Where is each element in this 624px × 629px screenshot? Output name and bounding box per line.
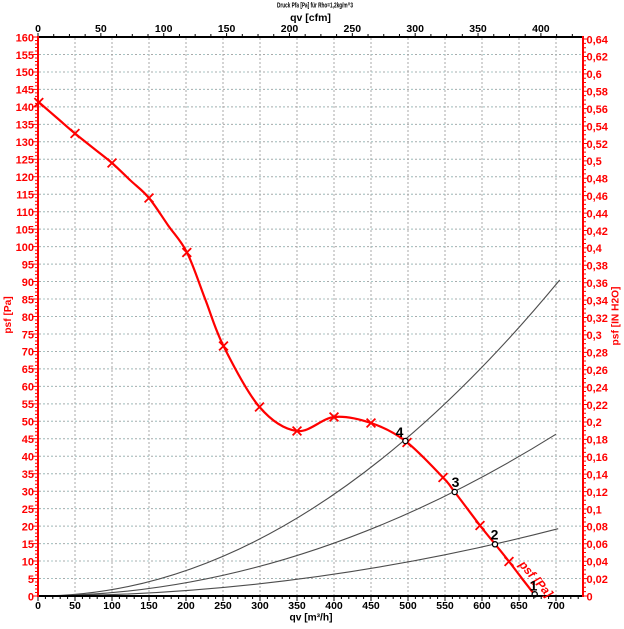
svg-text:50: 50: [22, 417, 34, 429]
svg-text:50: 50: [69, 600, 81, 612]
svg-text:115: 115: [16, 190, 34, 202]
svg-text:10: 10: [22, 556, 34, 568]
svg-text:145: 145: [16, 85, 34, 97]
svg-text:600: 600: [473, 600, 491, 612]
svg-text:5: 5: [28, 574, 34, 586]
svg-text:0,22: 0,22: [587, 400, 608, 412]
svg-text:0: 0: [587, 591, 593, 603]
svg-text:40: 40: [22, 452, 34, 464]
svg-text:350: 350: [288, 600, 306, 612]
svg-text:55: 55: [22, 399, 34, 411]
svg-text:130: 130: [16, 137, 34, 149]
svg-text:0,54: 0,54: [587, 121, 609, 133]
svg-text:150: 150: [16, 67, 34, 79]
svg-text:90: 90: [22, 277, 34, 289]
svg-text:0,26: 0,26: [587, 365, 608, 377]
svg-text:75: 75: [22, 329, 34, 341]
svg-text:200: 200: [281, 23, 299, 35]
svg-text:0: 0: [28, 591, 34, 603]
svg-text:650: 650: [510, 600, 528, 612]
svg-text:250: 250: [344, 23, 362, 35]
svg-text:0,52: 0,52: [587, 139, 608, 151]
svg-text:0,14: 0,14: [587, 470, 609, 482]
svg-text:110: 110: [16, 207, 34, 219]
svg-text:0,36: 0,36: [587, 278, 608, 290]
svg-text:0,56: 0,56: [587, 104, 608, 116]
svg-text:50: 50: [95, 23, 107, 35]
svg-text:0,5: 0,5: [587, 156, 602, 168]
svg-text:0,16: 0,16: [587, 452, 608, 464]
svg-text:25: 25: [22, 504, 34, 516]
svg-text:psf [IN H2O]: psf [IN H2O]: [611, 287, 622, 346]
svg-text:45: 45: [22, 434, 34, 446]
svg-text:0,04: 0,04: [587, 557, 609, 569]
svg-text:3: 3: [452, 474, 460, 490]
svg-text:300: 300: [406, 23, 424, 35]
svg-text:160: 160: [16, 32, 34, 44]
svg-text:20: 20: [22, 521, 34, 533]
svg-text:35: 35: [22, 469, 34, 481]
svg-text:150: 150: [140, 600, 158, 612]
svg-text:105: 105: [16, 225, 34, 237]
svg-text:qv [m³/h]: qv [m³/h]: [289, 613, 332, 624]
svg-text:psf [Pa]: psf [Pa]: [3, 296, 14, 333]
svg-text:550: 550: [436, 600, 454, 612]
svg-text:100: 100: [16, 242, 34, 254]
svg-text:0,02: 0,02: [587, 574, 608, 586]
svg-text:80: 80: [22, 312, 34, 324]
svg-text:0,38: 0,38: [587, 261, 608, 273]
svg-text:140: 140: [16, 102, 34, 114]
svg-text:0,1: 0,1: [587, 504, 602, 516]
svg-text:0,64: 0,64: [587, 34, 609, 46]
svg-text:0,2: 0,2: [587, 417, 602, 429]
svg-text:30: 30: [22, 487, 34, 499]
svg-text:0,28: 0,28: [587, 348, 608, 360]
svg-text:0,18: 0,18: [587, 435, 608, 447]
svg-text:450: 450: [362, 600, 380, 612]
svg-text:350: 350: [469, 23, 487, 35]
svg-text:500: 500: [399, 600, 417, 612]
svg-text:0,58: 0,58: [587, 87, 608, 99]
svg-text:200: 200: [177, 600, 195, 612]
svg-text:400: 400: [532, 23, 550, 35]
svg-text:120: 120: [16, 172, 34, 184]
svg-text:0: 0: [35, 23, 41, 35]
svg-text:0,62: 0,62: [587, 52, 608, 64]
svg-text:0: 0: [35, 600, 41, 612]
svg-text:0,3: 0,3: [587, 330, 602, 342]
svg-text:700: 700: [547, 600, 565, 612]
svg-text:0,4: 0,4: [587, 243, 603, 255]
svg-text:135: 135: [16, 120, 34, 132]
svg-text:0,44: 0,44: [587, 208, 609, 220]
svg-text:15: 15: [22, 539, 34, 551]
svg-text:0,42: 0,42: [587, 226, 608, 238]
svg-text:85: 85: [22, 294, 34, 306]
svg-text:65: 65: [22, 364, 34, 376]
svg-text:Druck Pfa [Pa] für Rho=1,2kg/m: Druck Pfa [Pa] für Rho=1,2kg/m^3: [277, 2, 353, 10]
svg-text:2: 2: [491, 527, 499, 543]
svg-text:0,46: 0,46: [587, 191, 608, 203]
svg-text:125: 125: [16, 155, 34, 167]
svg-text:150: 150: [218, 23, 236, 35]
svg-text:400: 400: [325, 600, 343, 612]
svg-text:250: 250: [214, 600, 232, 612]
svg-text:0,12: 0,12: [587, 487, 608, 499]
svg-text:0,08: 0,08: [587, 522, 608, 534]
svg-text:95: 95: [22, 259, 34, 271]
svg-text:0,48: 0,48: [587, 174, 608, 186]
svg-text:155: 155: [16, 50, 34, 62]
svg-text:60: 60: [22, 382, 34, 394]
svg-text:0,6: 0,6: [587, 69, 602, 81]
svg-text:0,32: 0,32: [587, 313, 608, 325]
svg-text:300: 300: [251, 600, 269, 612]
svg-text:0,24: 0,24: [587, 382, 609, 394]
svg-text:100: 100: [103, 600, 121, 612]
svg-text:1: 1: [530, 578, 538, 594]
svg-text:100: 100: [155, 23, 173, 35]
svg-text:0,06: 0,06: [587, 539, 608, 551]
svg-text:70: 70: [22, 347, 34, 359]
svg-text:qv [cfm]: qv [cfm]: [290, 12, 331, 24]
svg-text:4: 4: [396, 424, 404, 440]
svg-text:0,34: 0,34: [587, 295, 609, 307]
